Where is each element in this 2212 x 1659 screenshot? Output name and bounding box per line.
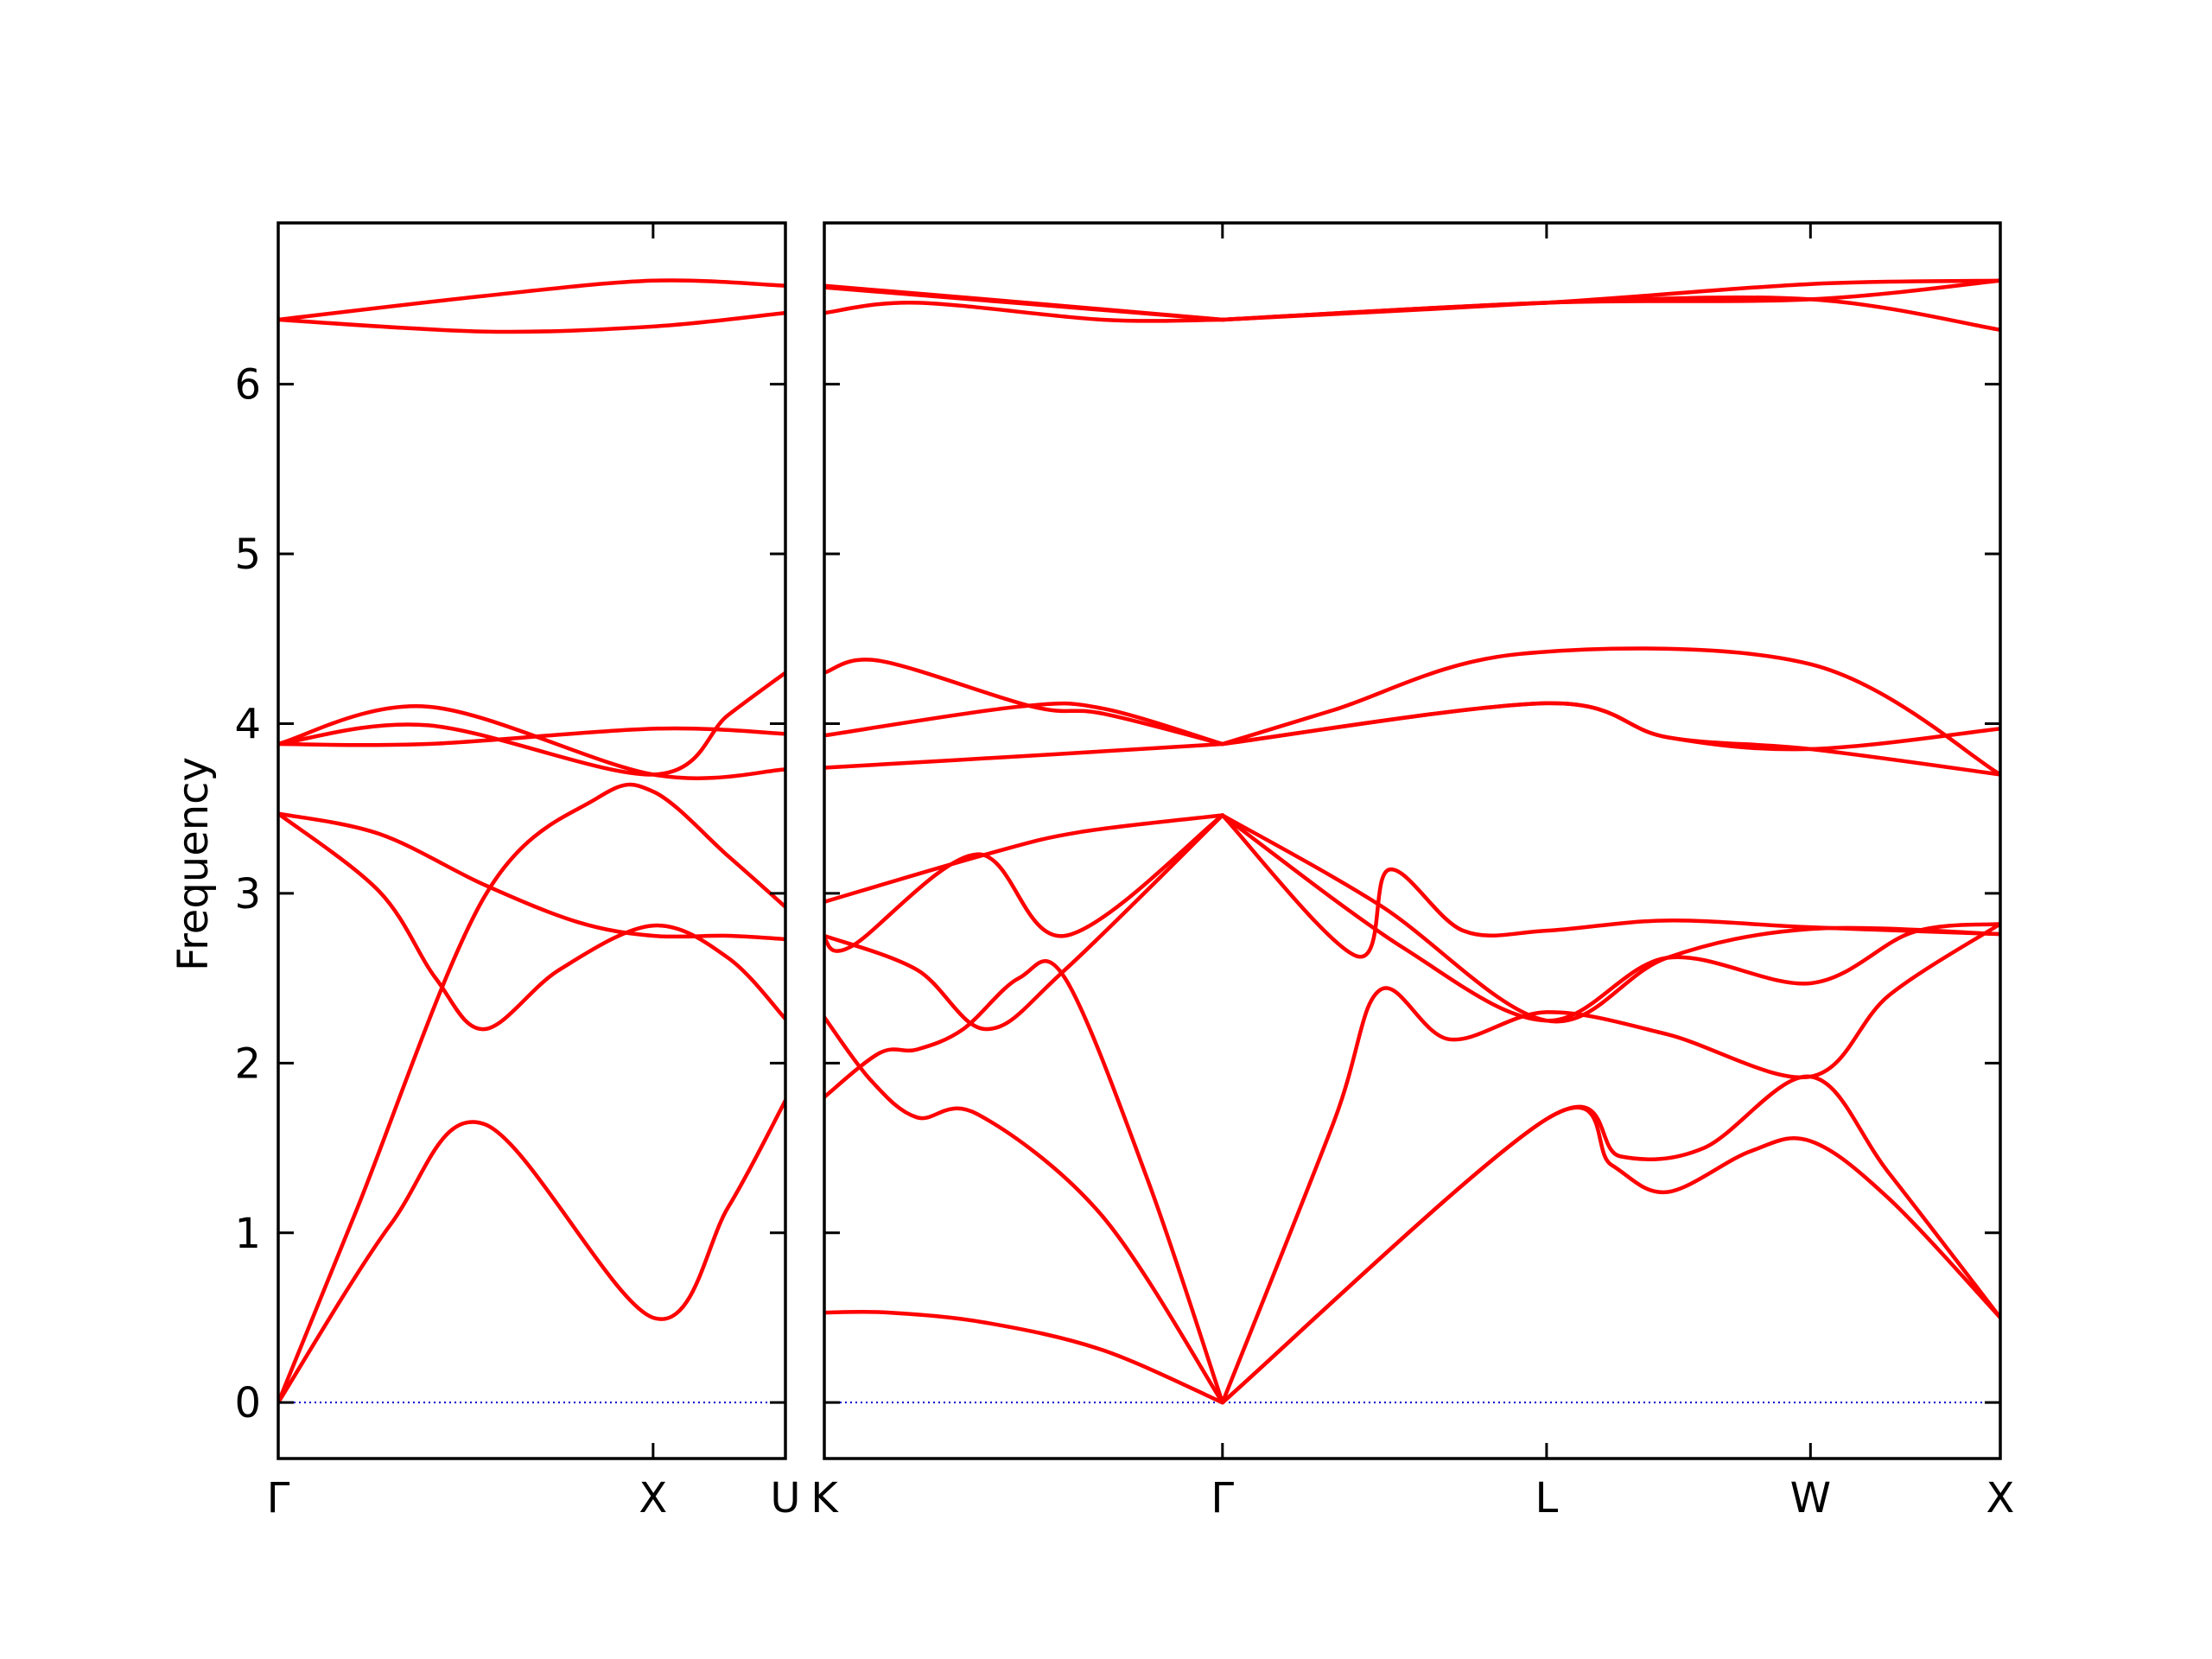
band-line-right-8 <box>824 701 1225 747</box>
y-tick-label-6: 6 <box>234 361 261 410</box>
bands-right <box>824 278 2000 1405</box>
band-line-left-4 <box>278 811 785 942</box>
y-tick-label-2: 2 <box>234 1039 261 1088</box>
band-line-right-20 <box>1220 701 2000 752</box>
y-tick-label-3: 3 <box>234 870 261 918</box>
band-line-left-5 <box>278 704 785 780</box>
bands-left <box>278 278 785 1405</box>
band-line-right-16 <box>1220 813 2000 959</box>
x-tick-label-left-2: X <box>639 1474 667 1522</box>
x-tick-label-left-3: U <box>770 1474 800 1522</box>
band-line-left-9 <box>278 278 785 322</box>
band-line-right-9 <box>824 658 1225 747</box>
y-tick-label-1: 1 <box>234 1210 261 1258</box>
band-line-right-6 <box>824 813 1225 953</box>
panel-frame-right <box>823 221 2002 1460</box>
y-tick-label-4: 4 <box>234 700 261 748</box>
band-line-right-24 <box>1220 278 2000 322</box>
x-tick-label-right-1: K <box>810 1474 839 1522</box>
band-line-right-7 <box>824 741 1225 770</box>
y-tick-label-0: 0 <box>234 1379 261 1427</box>
band-line-right-15 <box>1220 922 2000 1405</box>
band-line-left-2 <box>278 782 785 1405</box>
band-line-left-7 <box>278 671 785 777</box>
panel-frame-left <box>276 221 787 1460</box>
band-line-right-12 <box>824 285 1225 322</box>
band-line-left-8 <box>278 310 785 334</box>
x-tick-label-right-4: W <box>1790 1474 1831 1522</box>
band-line-right-18 <box>1220 813 2000 1024</box>
band-line-left-6 <box>278 726 785 747</box>
band-line-right-14 <box>1220 1074 2000 1405</box>
y-tick-label-5: 5 <box>234 531 261 579</box>
band-line-right-1 <box>824 1309 1225 1405</box>
band-line-right-17 <box>1220 813 2000 1023</box>
x-tick-label-right-5: X <box>1986 1474 2015 1522</box>
x-tick-label-right-2: Γ <box>1211 1474 1234 1522</box>
band-line-right-3 <box>824 1015 1225 1405</box>
band-line-right-2 <box>824 959 1225 1405</box>
band-line-right-21 <box>1220 646 2000 777</box>
y-axis-title: Frequency <box>169 757 218 971</box>
band-line-left-1 <box>278 1098 785 1405</box>
band-line-right-11 <box>824 301 1225 323</box>
x-tick-label-right-3: L <box>1535 1474 1559 1522</box>
band-line-right-5 <box>824 813 1225 904</box>
band-line-right-4 <box>824 813 1225 1032</box>
band-line-left-3 <box>278 811 785 1032</box>
x-tick-label-left-1: Γ <box>267 1474 290 1522</box>
